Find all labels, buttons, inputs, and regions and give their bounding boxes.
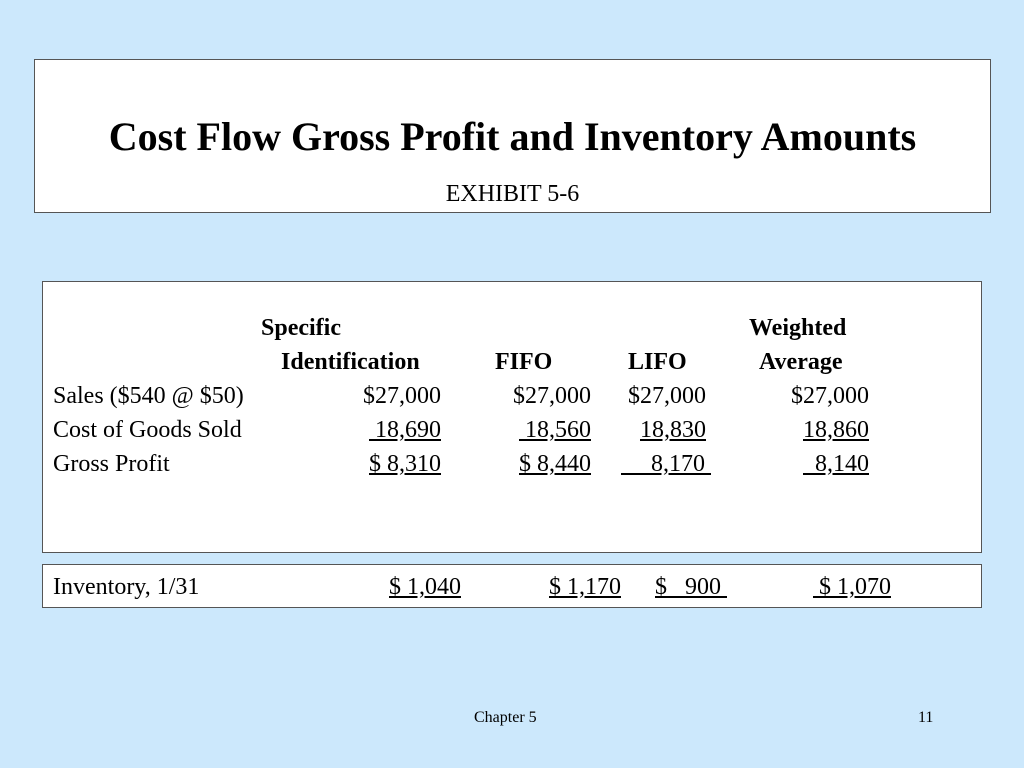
cell-cogs-specific: 18,690 — [369, 417, 441, 443]
cell-gross-profit-weighted: 8,140 — [803, 451, 869, 477]
exhibit-subtitle: EXHIBIT 5-6 — [445, 181, 580, 207]
title-panel: Cost Flow Gross Profit and Inventory Amo… — [34, 59, 991, 213]
cell-gross-profit-lifo: 8,170 — [621, 451, 711, 477]
header-specific-line2: Identification — [281, 349, 420, 375]
cell-cogs-fifo: 18,560 — [519, 417, 591, 443]
inventory-lifo: $ 900 — [655, 574, 727, 600]
header-weighted-line1: Weighted — [749, 315, 847, 341]
inventory-label: Inventory, 1/31 — [53, 574, 200, 600]
cell-sales-fifo: $27,000 — [513, 383, 591, 409]
row-label-cogs: Cost of Goods Sold — [53, 417, 242, 443]
cell-cogs-weighted: 18,860 — [803, 417, 869, 443]
page-number: 11 — [918, 709, 934, 726]
inventory-fifo: $ 1,170 — [549, 574, 621, 600]
inventory-specific: $ 1,040 — [389, 574, 461, 600]
cell-sales-weighted: $27,000 — [791, 383, 869, 409]
inventory-panel: Inventory, 1/31 $ 1,040 $ 1,170 $ 900 $ … — [42, 564, 982, 608]
row-label-gross-profit: Gross Profit — [53, 451, 170, 477]
slide-title: Cost Flow Gross Profit and Inventory Amo… — [108, 114, 917, 159]
cost-flow-table: Specific Identification FIFO LIFO Weight… — [42, 281, 982, 553]
footer-chapter: Chapter 5 — [474, 709, 537, 726]
cell-gross-profit-fifo: $ 8,440 — [519, 451, 591, 477]
row-label-sales: Sales ($540 @ $50) — [53, 383, 244, 409]
header-fifo: FIFO — [495, 349, 553, 375]
header-weighted-line2: Average — [759, 349, 843, 375]
cell-sales-specific: $27,000 — [363, 383, 441, 409]
cell-cogs-lifo: 18,830 — [640, 417, 706, 443]
inventory-weighted: $ 1,070 — [813, 574, 891, 600]
header-lifo: LIFO — [628, 349, 687, 375]
cell-sales-lifo: $27,000 — [628, 383, 706, 409]
header-specific-line1: Specific — [261, 315, 341, 341]
cell-gross-profit-specific: $ 8,310 — [369, 451, 441, 477]
